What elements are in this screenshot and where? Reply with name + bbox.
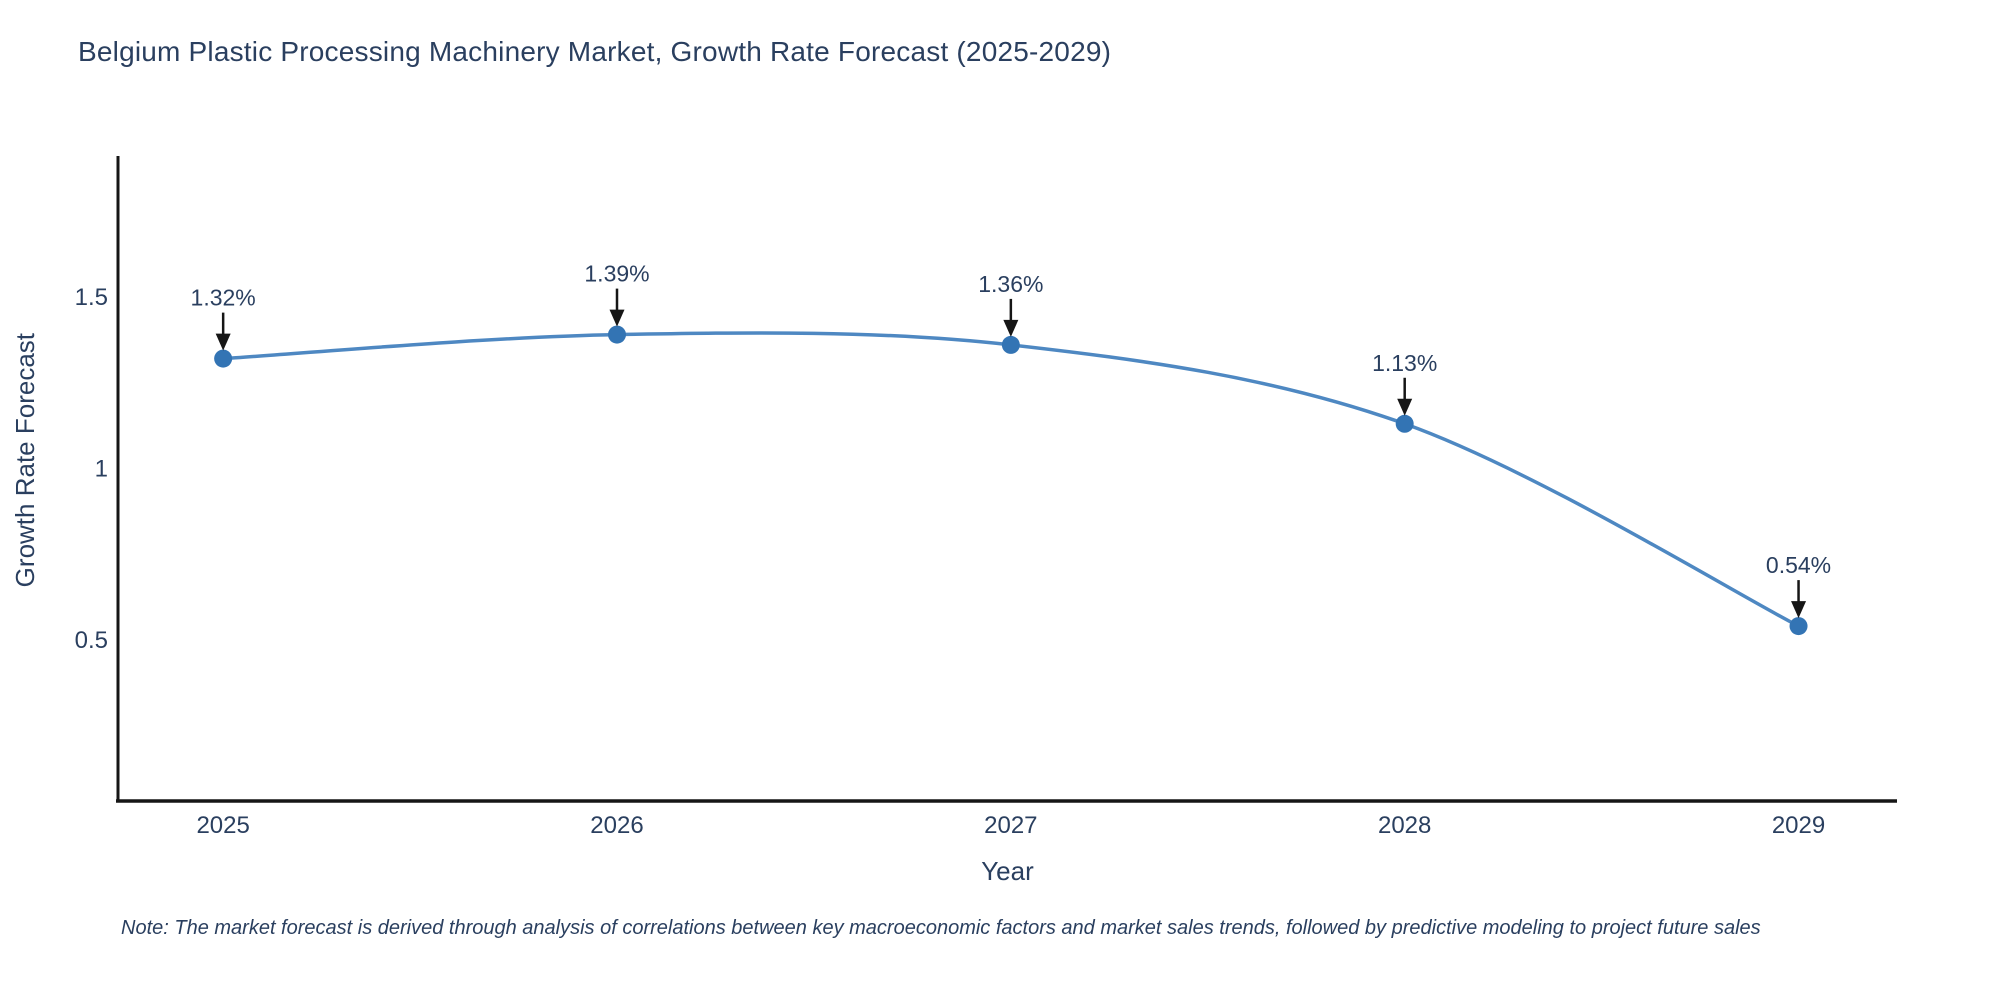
data-point-label: 1.13% xyxy=(1372,350,1437,376)
annotation-arrow-head xyxy=(1003,319,1019,337)
x-axis-title: Year xyxy=(981,856,1034,886)
x-tick-label: 2026 xyxy=(590,812,643,839)
data-point-2025[interactable] xyxy=(214,349,233,368)
data-point-label: 1.36% xyxy=(978,271,1043,297)
data-point-label: 1.39% xyxy=(584,261,649,287)
annotation-arrow-head xyxy=(1791,601,1807,619)
chart-title: Belgium Plastic Processing Machinery Mar… xyxy=(78,36,1112,67)
x-tick-label: 2029 xyxy=(1772,812,1825,839)
x-tick-label: 2025 xyxy=(196,812,249,839)
data-point-2026[interactable] xyxy=(608,325,627,344)
annotation-arrow-head xyxy=(609,309,625,327)
x-tick-label: 2028 xyxy=(1378,812,1431,839)
y-tick-label: 1 xyxy=(95,455,108,482)
data-point-label: 0.54% xyxy=(1766,552,1831,578)
y-tick-label: 1.5 xyxy=(75,284,108,311)
y-tick-label: 0.5 xyxy=(75,627,108,654)
annotation-arrow-head xyxy=(215,333,231,351)
data-point-2029[interactable] xyxy=(1789,617,1808,636)
data-point-2028[interactable] xyxy=(1395,414,1414,433)
data-point-2027[interactable] xyxy=(1001,335,1020,354)
annotation-arrow-head xyxy=(1397,398,1413,416)
x-tick-label: 2027 xyxy=(984,812,1037,839)
data-point-label: 1.32% xyxy=(191,285,256,311)
forecast-line xyxy=(221,331,1801,628)
footnote: Note: The market forecast is derived thr… xyxy=(121,917,1761,939)
